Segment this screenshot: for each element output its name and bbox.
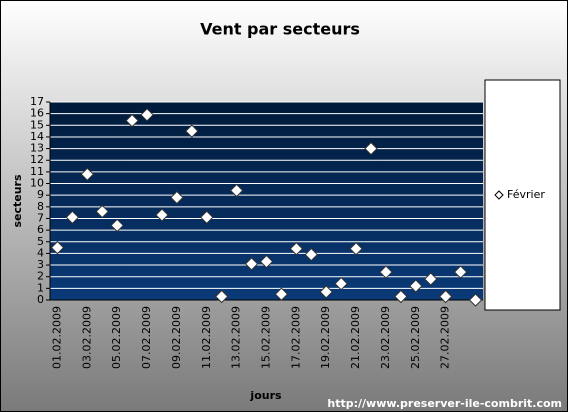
point <box>170 190 184 205</box>
plot-area <box>50 102 483 300</box>
point <box>274 287 289 301</box>
point <box>334 276 348 291</box>
point <box>80 167 95 181</box>
y-tick-label: 17 <box>30 95 44 108</box>
point <box>379 265 393 279</box>
x-axis-title: jours <box>249 389 282 402</box>
point <box>229 183 244 198</box>
y-tick-label: 6 <box>37 223 44 236</box>
point <box>244 257 259 271</box>
point <box>200 210 214 225</box>
y-tick-label: 3 <box>37 258 44 271</box>
point <box>438 289 453 304</box>
y-tick-label: 10 <box>30 177 44 190</box>
y-tick-label: 9 <box>37 188 44 201</box>
y-tick-label: 12 <box>30 153 44 166</box>
x-tick-label: 27.02.2009 <box>439 306 452 369</box>
point <box>110 218 124 233</box>
y-tick-label: 13 <box>30 142 44 155</box>
point <box>259 254 274 269</box>
y-tick-label: 7 <box>37 211 44 224</box>
legend-label: Février <box>507 188 545 201</box>
x-tick-label: 15.02.2009 <box>260 306 273 369</box>
point <box>95 204 109 219</box>
y-tick-label: 14 <box>30 130 44 143</box>
y-tick-label: 8 <box>37 200 44 213</box>
point <box>364 141 378 156</box>
point <box>185 124 199 138</box>
x-tick-label: 13.02.2009 <box>230 306 243 369</box>
point <box>214 289 229 304</box>
y-tick-label: 0 <box>37 293 44 306</box>
y-tick-label: 16 <box>30 107 44 120</box>
point <box>424 272 438 286</box>
point <box>50 240 65 255</box>
point <box>155 208 169 222</box>
legend-marker <box>494 190 504 200</box>
point <box>125 113 139 128</box>
point <box>468 293 483 307</box>
x-tick-label: 07.02.2009 <box>140 306 153 369</box>
chart-title: Vent par secteurs <box>200 20 360 39</box>
y-tick-label: 5 <box>37 235 44 248</box>
x-tick-label: 17.02.2009 <box>289 306 302 369</box>
y-axis-title: secteurs <box>11 174 24 228</box>
x-tick-label: 05.02.2009 <box>110 306 123 369</box>
point <box>65 210 80 225</box>
x-tick-label: 01.02.2009 <box>50 306 63 369</box>
y-tick-label: 2 <box>37 270 44 283</box>
y-tick-label: 11 <box>30 165 44 178</box>
x-tick-label: 25.02.2009 <box>409 306 422 369</box>
point <box>140 108 154 122</box>
point <box>319 285 333 299</box>
y-tick-label: 1 <box>37 281 44 294</box>
point <box>289 242 304 256</box>
x-tick-label: 03.02.2009 <box>80 306 93 369</box>
point <box>394 289 408 304</box>
x-tick-label: 19.02.2009 <box>319 306 332 369</box>
y-tick-label: 4 <box>37 246 44 259</box>
x-tick-label: 23.02.2009 <box>379 306 392 369</box>
point <box>453 265 468 279</box>
footer: http://www.preserver-ile-combrit.com <box>327 397 562 410</box>
point <box>409 279 423 293</box>
y-tick-label: 15 <box>30 118 44 131</box>
point <box>304 247 319 262</box>
x-tick-label: 11.02.2009 <box>200 306 213 369</box>
x-tick-label: 09.02.2009 <box>170 306 183 369</box>
point <box>349 242 363 256</box>
x-tick-label: 21.02.2009 <box>349 306 362 369</box>
